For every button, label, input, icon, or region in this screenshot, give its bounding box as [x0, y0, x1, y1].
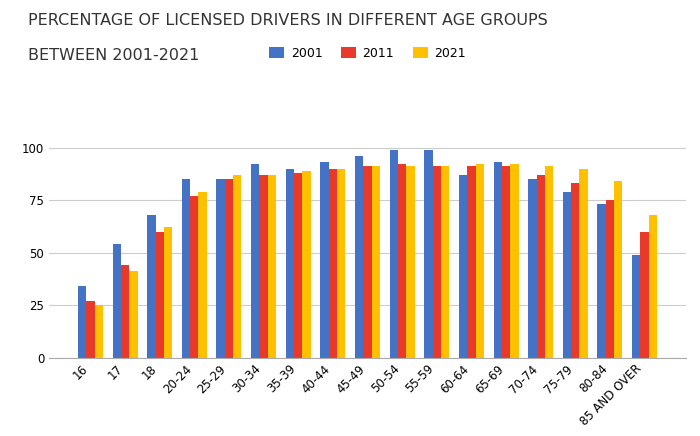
- Bar: [536, 175, 545, 358]
- Bar: [363, 167, 372, 358]
- Bar: [199, 192, 206, 358]
- Bar: [649, 215, 657, 358]
- Bar: [580, 169, 588, 358]
- Bar: [467, 167, 475, 358]
- Bar: [251, 164, 260, 358]
- Bar: [113, 244, 121, 358]
- Bar: [571, 183, 580, 358]
- Bar: [406, 167, 414, 358]
- Text: BETWEEN 2001-2021: BETWEEN 2001-2021: [28, 48, 199, 63]
- Bar: [337, 169, 345, 358]
- Legend: 2001, 2011, 2021: 2001, 2011, 2021: [265, 42, 470, 65]
- Bar: [433, 167, 441, 358]
- Bar: [528, 179, 536, 358]
- Bar: [182, 179, 190, 358]
- Bar: [225, 179, 233, 358]
- Bar: [510, 164, 519, 358]
- Bar: [78, 286, 86, 358]
- Bar: [329, 169, 337, 358]
- Bar: [494, 162, 502, 358]
- Bar: [632, 255, 640, 358]
- Bar: [130, 272, 137, 358]
- Bar: [598, 204, 606, 358]
- Bar: [606, 200, 614, 358]
- Bar: [233, 175, 242, 358]
- Bar: [545, 167, 553, 358]
- Bar: [216, 179, 225, 358]
- Bar: [321, 162, 329, 358]
- Bar: [502, 167, 510, 358]
- Bar: [424, 150, 433, 358]
- Bar: [302, 170, 311, 358]
- Bar: [390, 150, 398, 358]
- Bar: [94, 305, 103, 358]
- Bar: [294, 173, 302, 358]
- Bar: [372, 167, 380, 358]
- Bar: [563, 192, 571, 358]
- Bar: [355, 156, 363, 358]
- Bar: [86, 301, 94, 358]
- Bar: [286, 169, 294, 358]
- Bar: [164, 227, 172, 358]
- Bar: [614, 181, 622, 358]
- Bar: [260, 175, 268, 358]
- Bar: [121, 265, 130, 358]
- Bar: [459, 175, 467, 358]
- Text: PERCENTAGE OF LICENSED DRIVERS IN DIFFERENT AGE GROUPS: PERCENTAGE OF LICENSED DRIVERS IN DIFFER…: [28, 13, 547, 28]
- Bar: [475, 164, 484, 358]
- Bar: [441, 167, 449, 358]
- Bar: [398, 164, 406, 358]
- Bar: [147, 215, 155, 358]
- Bar: [190, 196, 199, 358]
- Bar: [155, 232, 164, 358]
- Bar: [268, 175, 276, 358]
- Bar: [640, 232, 649, 358]
